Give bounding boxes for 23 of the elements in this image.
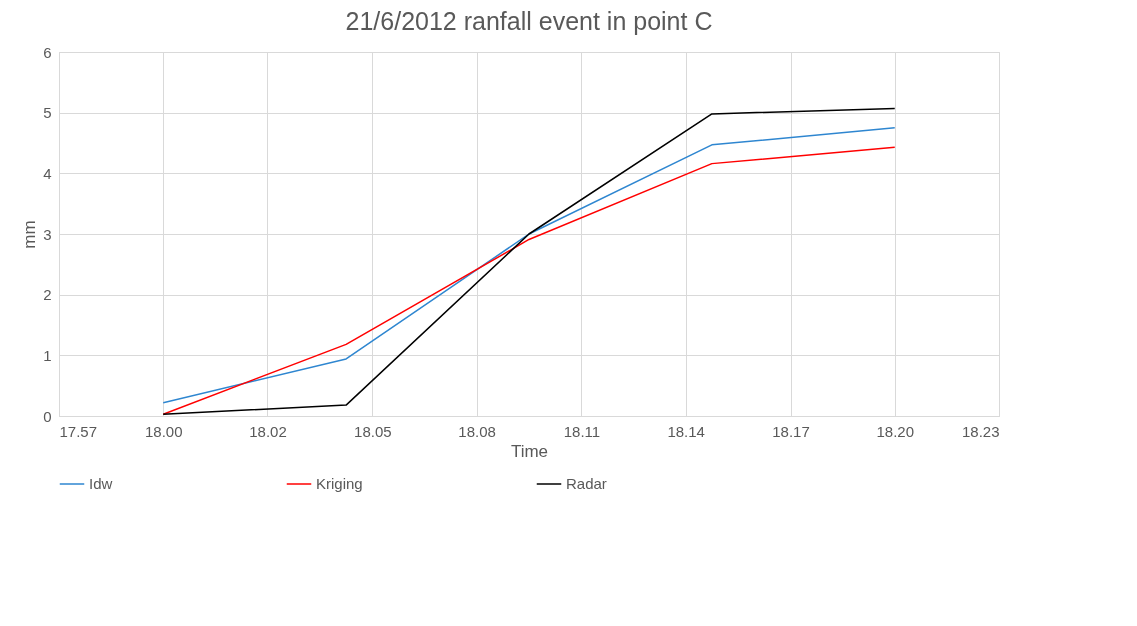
y-tick-label: 0 (43, 407, 52, 425)
legend-label: Radar (566, 475, 607, 492)
chart-title: 21/6/2012 ranfall event in point C (345, 7, 713, 35)
y-tick-label: 5 (43, 104, 52, 122)
x-tick-label: 18.17 (772, 422, 810, 440)
x-tick-label: 17.57 (59, 422, 98, 440)
y-axis-title: mm (20, 220, 40, 249)
x-tick-label: 18.11 (563, 422, 601, 440)
x-axis-title: Time (510, 441, 549, 461)
y-tick-label: 6 (43, 43, 52, 61)
x-tick-label: 18.23 (961, 422, 1000, 440)
x-tick-label: 18.20 (876, 422, 915, 440)
legend-label: Kriging (316, 475, 363, 492)
x-tick-label: 18.08 (458, 422, 496, 440)
x-tick-label: 18.00 (144, 422, 183, 440)
x-tick-label: 18.05 (354, 422, 392, 440)
y-tick-label: 4 (43, 164, 52, 182)
y-tick-label: 2 (43, 286, 52, 304)
legend-label: Idw (89, 475, 113, 492)
x-tick-label: 18.14 (667, 422, 705, 440)
y-tick-label: 1 (43, 346, 52, 364)
y-tick-label: 3 (43, 225, 52, 243)
x-tick-label: 18.02 (249, 422, 287, 440)
